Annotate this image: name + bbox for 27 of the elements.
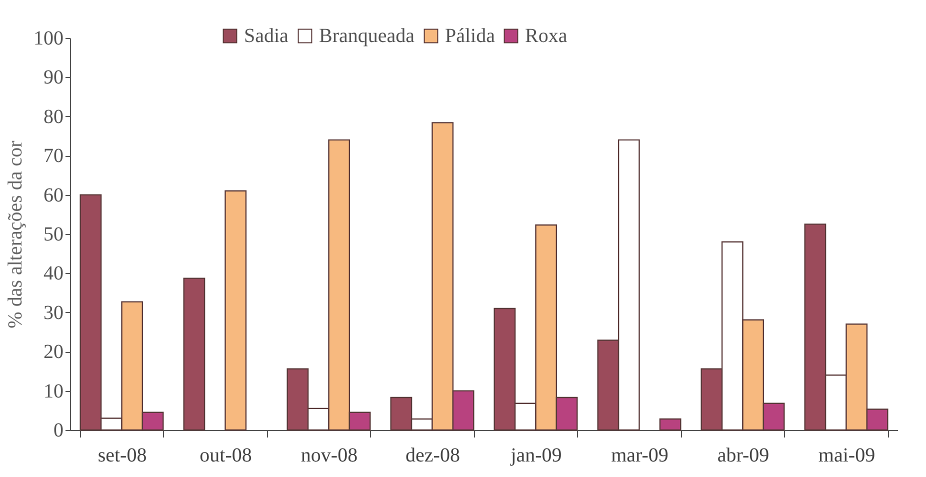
y-tick-label: 60 [44,184,64,206]
y-tick-label: 20 [44,341,64,364]
y-tick-label: 10 [44,380,64,402]
x-tick-label: jan-09 [510,444,562,466]
y-tick-label: 80 [44,106,64,128]
x-tick-label: abr-09 [717,444,770,466]
y-axis-title: % das alterações da cor [4,140,26,328]
x-tick-label: mai-09 [818,444,876,466]
y-tick-label: 40 [44,262,64,285]
legend-label: Pálida [445,25,496,47]
bar [659,418,682,431]
y-tick-label: 100 [34,28,64,50]
bar [183,278,206,431]
bar [224,190,247,431]
x-tick-label: nov-08 [300,444,358,466]
x-tick-label: dez-08 [406,444,460,466]
legend-label: Roxa [525,25,568,47]
y-tick-label: 50 [44,224,64,246]
legend-label: Branqueada [319,25,415,47]
legend-label: Sadia [244,25,289,47]
x-tick-label: mar-09 [611,444,668,466]
x-tick-label: set-08 [98,444,147,466]
y-tick-label: 0 [54,420,64,442]
x-tick-label: out-08 [200,444,252,466]
y-tick-label: 70 [44,145,64,168]
y-tick-label: 90 [44,66,64,89]
y-tick-label: 30 [44,302,64,324]
